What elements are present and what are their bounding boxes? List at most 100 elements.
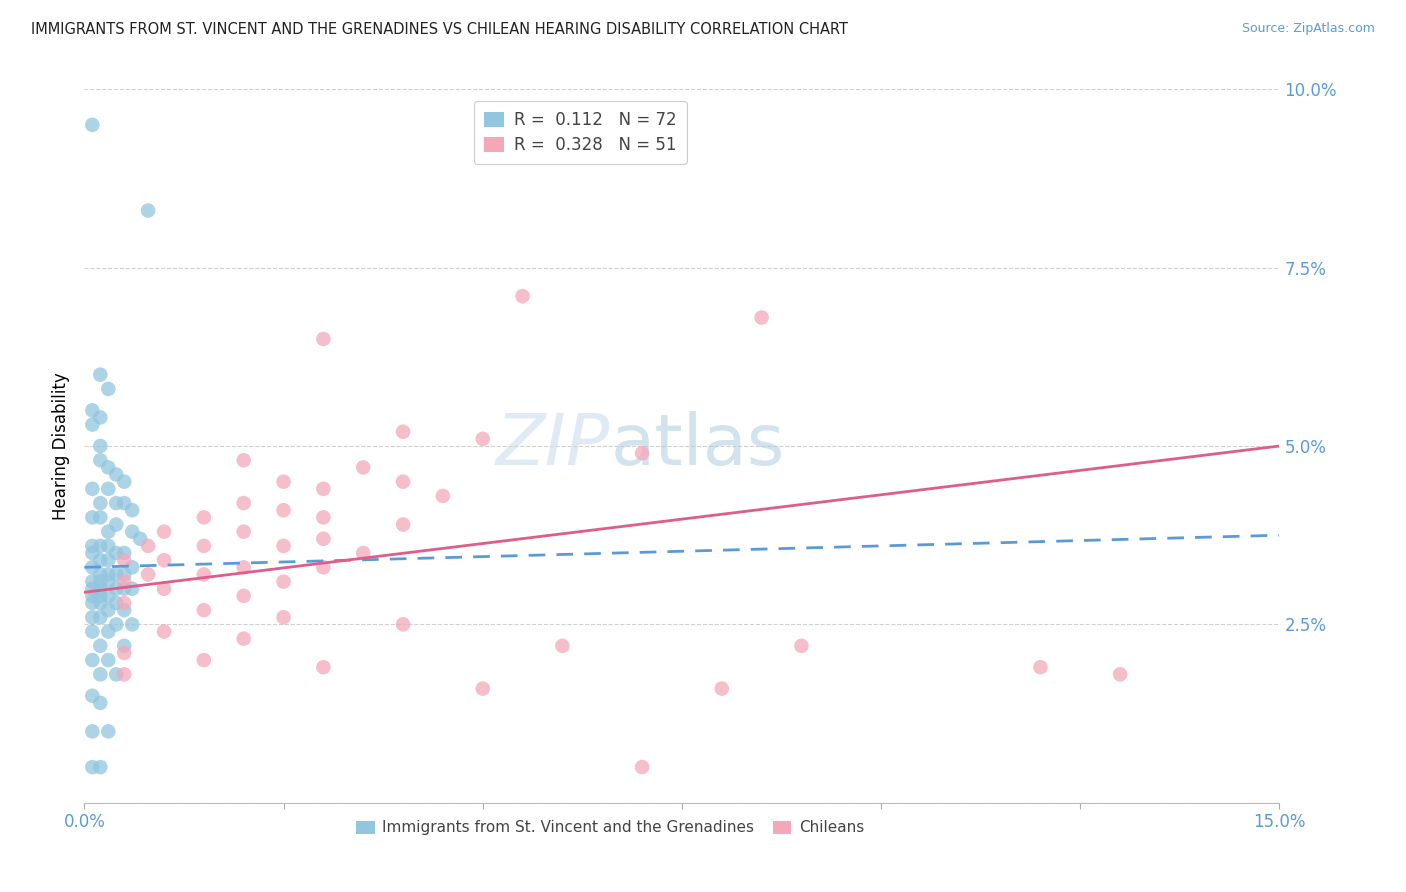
Point [153,582,176,596]
Point [1029,660,1052,674]
Point [312,660,335,674]
Point [89,639,111,653]
Point [273,539,295,553]
Point [232,453,254,467]
Point [312,532,335,546]
Point [82,596,104,610]
Point [112,646,135,660]
Point [89,510,111,524]
Point [121,582,143,596]
Point [790,639,813,653]
Point [1109,667,1132,681]
Point [273,475,295,489]
Point [232,496,254,510]
Point [97,653,120,667]
Point [112,603,135,617]
Point [193,510,215,524]
Point [392,475,415,489]
Point [392,617,415,632]
Point [471,681,494,696]
Point [82,482,104,496]
Point [153,624,176,639]
Point [193,567,215,582]
Point [82,560,104,574]
Text: ZIP: ZIP [496,411,610,481]
Point [112,546,135,560]
Point [551,639,574,653]
Point [136,539,159,553]
Point [82,760,104,774]
Point [312,560,335,574]
Point [112,574,135,589]
Point [97,603,120,617]
Point [89,574,111,589]
Point [82,546,104,560]
Point [82,689,104,703]
Point [232,589,254,603]
Point [82,118,104,132]
Point [112,596,135,610]
Point [89,539,111,553]
Point [471,432,494,446]
Point [631,446,654,460]
Point [89,760,111,774]
Point [121,560,143,574]
Point [82,582,104,596]
Point [121,617,143,632]
Text: atlas: atlas [610,411,785,481]
Point [89,610,111,624]
Point [97,539,120,553]
Point [105,546,128,560]
Legend: Immigrants from St. Vincent and the Grenadines, Chileans: Immigrants from St. Vincent and the Gren… [350,814,870,841]
Point [312,482,335,496]
Point [710,681,733,696]
Point [97,460,120,475]
Point [82,417,104,432]
Point [89,410,111,425]
Point [512,289,534,303]
Point [89,439,111,453]
Point [89,453,111,467]
Point [105,617,128,632]
Point [105,582,128,596]
Text: IMMIGRANTS FROM ST. VINCENT AND THE GRENADINES VS CHILEAN HEARING DISABILITY COR: IMMIGRANTS FROM ST. VINCENT AND THE GREN… [31,22,848,37]
Point [82,624,104,639]
Point [105,467,128,482]
Point [136,567,159,582]
Point [89,667,111,681]
Point [105,567,128,582]
Point [136,203,159,218]
Point [97,482,120,496]
Point [82,589,104,603]
Point [432,489,454,503]
Point [89,553,111,567]
Point [82,574,104,589]
Point [273,503,295,517]
Point [97,574,120,589]
Point [89,696,111,710]
Point [82,724,104,739]
Point [352,546,374,560]
Y-axis label: Hearing Disability: Hearing Disability [52,372,70,520]
Point [82,610,104,624]
Point [273,610,295,624]
Point [82,510,104,524]
Point [193,539,215,553]
Point [112,582,135,596]
Point [105,596,128,610]
Point [97,382,120,396]
Point [112,475,135,489]
Point [153,553,176,567]
Text: Source: ZipAtlas.com: Source: ZipAtlas.com [1241,22,1375,36]
Point [97,524,120,539]
Point [273,574,295,589]
Point [97,589,120,603]
Point [89,582,111,596]
Point [112,639,135,653]
Point [105,496,128,510]
Point [121,524,143,539]
Point [112,553,135,567]
Point [89,589,111,603]
Point [232,632,254,646]
Point [82,403,104,417]
